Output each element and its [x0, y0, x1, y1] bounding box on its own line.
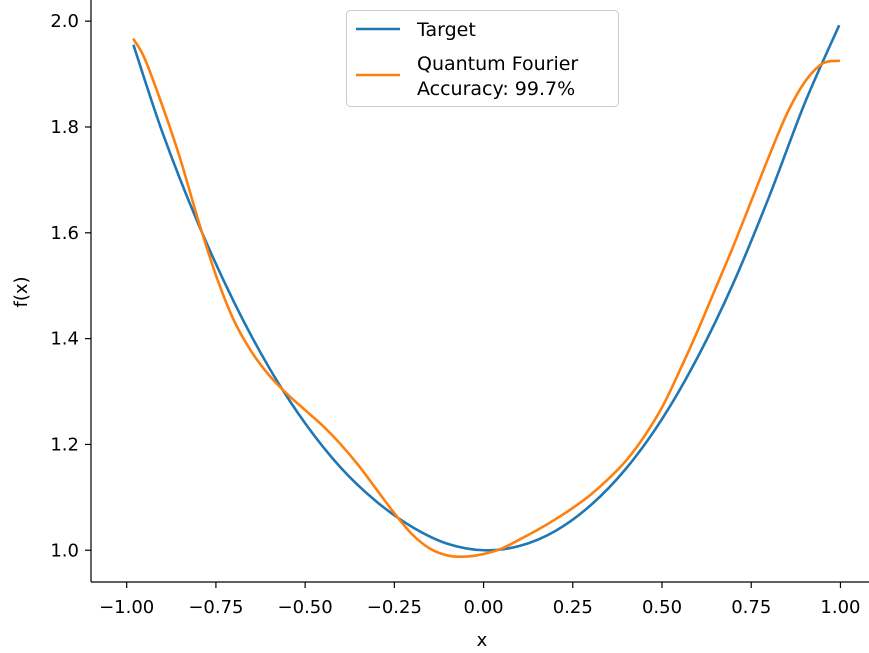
x-tick-label: −1.00: [99, 597, 154, 618]
legend-label: Accuracy: 99.7%: [417, 78, 575, 100]
x-tick-label: 1.00: [820, 597, 860, 618]
x-tick-label: 0.25: [553, 597, 593, 618]
y-tick-label: 1.0: [50, 540, 79, 561]
series-line-quantum-fourier: [132, 37, 841, 559]
x-axis-label: x: [477, 630, 488, 651]
y-tick-label: 1.8: [50, 117, 79, 138]
y-axis-label: f(x): [11, 276, 32, 307]
x-tick-label: 0.75: [731, 597, 771, 618]
y-tick-label: 2.0: [50, 11, 79, 32]
x-tick-label: −0.25: [367, 597, 422, 618]
legend-label: Target: [416, 19, 476, 41]
legend-box: [346, 10, 619, 107]
y-tick-label: 1.6: [50, 223, 79, 244]
x-tick-label: 0.50: [642, 597, 682, 618]
y-tick-label: 1.4: [50, 329, 79, 350]
x-tick-label: −0.50: [278, 597, 333, 618]
y-tick-label: 1.2: [50, 434, 79, 455]
x-tick-label: 0.00: [464, 597, 504, 618]
legend: Target Quantum Fourier Accuracy: 99.7%: [346, 10, 619, 107]
series-group: [132, 24, 841, 559]
legend-label: Quantum Fourier: [417, 53, 578, 75]
ticks: −1.00 −0.75 −0.50 −0.25 0.00 0.25 0.50 0.75 1.00…: [50, 11, 860, 618]
series-line-target: [132, 24, 841, 552]
axes: [90, 0, 869, 583]
x-tick-label: −0.75: [188, 597, 243, 618]
